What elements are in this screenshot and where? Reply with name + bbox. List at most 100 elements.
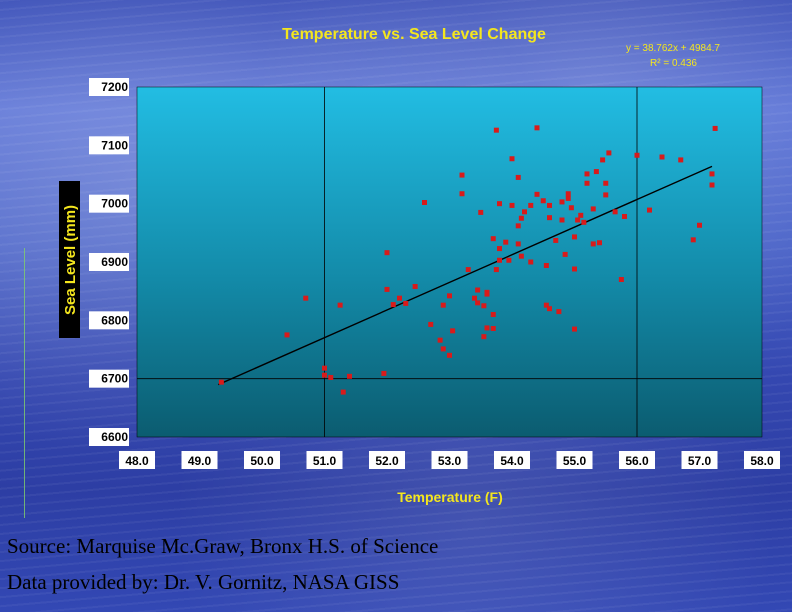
data-point-16: [422, 200, 427, 205]
data-point-87: [606, 150, 612, 156]
data-point-21: [447, 293, 452, 299]
y-tick-bg-6: [89, 428, 129, 446]
data-point-53: [522, 209, 527, 215]
y-tick-bg-2: [89, 194, 129, 213]
y-tick-label-4: 6800: [101, 313, 128, 327]
x-tick-label-10: 58.0: [750, 454, 774, 468]
trendline-group: [217, 165, 713, 386]
trendline: [217, 165, 713, 386]
data-point-54: [528, 202, 534, 208]
chart-title: Temperature vs. Sea Level Change: [282, 26, 546, 43]
x-tick-label-7: 55.0: [563, 454, 587, 468]
data-point-44: [493, 127, 499, 133]
data-point-81: [590, 206, 596, 212]
data-point-91: [634, 152, 640, 158]
data-point-51: [518, 215, 524, 221]
data-point-24: [459, 172, 465, 178]
data-point-71: [568, 205, 574, 211]
data-point-28: [475, 300, 481, 306]
x-tick-bg-2: [244, 451, 280, 469]
plot-area: [136, 86, 763, 438]
x-tick-bg-3: [306, 451, 343, 469]
x-tick-bg-4: [369, 451, 405, 469]
data-point-38: [490, 236, 496, 242]
trendline-equation: y = 38.762x + 4984.7: [626, 43, 720, 54]
x-axis-label: Temperature (F): [397, 489, 503, 505]
data-point-86: [603, 192, 609, 198]
data-point-34: [490, 326, 496, 331]
data-point-26: [465, 267, 471, 273]
data-point-0: [218, 379, 224, 385]
x-tick-label-6: 54.0: [500, 454, 524, 468]
x-tick-label-3: 51.0: [313, 454, 337, 468]
data-point-17: [428, 321, 434, 327]
data-point-96: [697, 222, 702, 228]
data-point-89: [618, 277, 624, 282]
data-point-57: [534, 125, 540, 131]
data-point-5: [328, 375, 334, 380]
y-tick-label-3: 6900: [101, 255, 128, 269]
data-credit-line: Data provided by: Dr. V. Gornitz, NASA G…: [7, 570, 400, 594]
data-point-3: [322, 365, 327, 371]
data-point-20: [440, 302, 446, 308]
data-point-97: [709, 171, 715, 177]
data-point-27: [472, 295, 477, 301]
data-point-12: [390, 302, 396, 308]
y-tick-label-5: 6700: [101, 372, 128, 386]
data-point-33: [484, 325, 490, 331]
data-point-25: [459, 191, 465, 197]
y-axis-label-bg: [59, 181, 80, 338]
x-tick-label-4: 52.0: [375, 454, 399, 468]
data-point-46: [509, 156, 515, 162]
y-tick-bg-0: [89, 78, 129, 96]
y-tick-label-2: 7000: [101, 197, 128, 211]
data-point-41: [497, 246, 502, 252]
y-tick-label-1: 7100: [101, 138, 128, 152]
data-point-45: [497, 201, 502, 207]
data-point-61: [547, 202, 552, 208]
data-point-1: [284, 332, 290, 338]
data-point-2: [303, 295, 309, 301]
x-tick-bg-10: [744, 451, 780, 469]
data-point-65: [556, 309, 562, 315]
data-point-37: [478, 209, 484, 215]
r-squared-label: R² = 0.436: [650, 58, 697, 69]
data-point-99: [712, 125, 718, 131]
data-point-29: [475, 287, 481, 293]
x-tick-labels: 48.0 49.0 50.0 51.0 52.0 53.0 54.0 55.0 56.0 57.0…: [119, 451, 780, 469]
data-point-94: [678, 157, 684, 163]
data-point-98: [709, 182, 715, 188]
data-point-9: [381, 370, 387, 376]
y-tick-labels: 7200 7100 7000 6900 6800 6700 6600: [89, 78, 129, 446]
x-tick-bg-8: [619, 451, 655, 469]
x-tick-label-0: 48.0: [125, 454, 149, 468]
data-point-31: [481, 303, 487, 309]
data-point-75: [575, 217, 581, 223]
data-point-8: [347, 373, 352, 379]
x-tick-label-1: 49.0: [188, 454, 212, 468]
data-point-73: [572, 266, 577, 272]
data-point-62: [547, 215, 552, 221]
data-point-43: [506, 257, 512, 263]
data-point-66: [559, 199, 565, 205]
y-tick-bg-4: [89, 311, 129, 330]
x-tick-bg-7: [556, 451, 593, 469]
data-point-80: [590, 241, 596, 247]
data-point-14: [403, 300, 409, 306]
x-tick-bg-5: [431, 451, 468, 469]
data-point-79: [584, 180, 590, 186]
data-point-69: [565, 195, 571, 201]
y-tick-bg-1: [89, 136, 129, 155]
data-point-4: [322, 372, 327, 378]
data-point-39: [497, 257, 502, 263]
data-point-58: [540, 198, 546, 204]
x-tick-bg-1: [181, 451, 218, 469]
data-point-67: [559, 217, 565, 223]
data-point-55: [528, 259, 534, 265]
data-point-90: [622, 214, 627, 219]
data-point-18: [437, 337, 443, 343]
data-point-11: [384, 286, 390, 292]
x-tick-bg-6: [494, 451, 530, 469]
data-point-50: [515, 241, 521, 247]
y-axis-label: Sea Level (mm): [62, 205, 79, 315]
